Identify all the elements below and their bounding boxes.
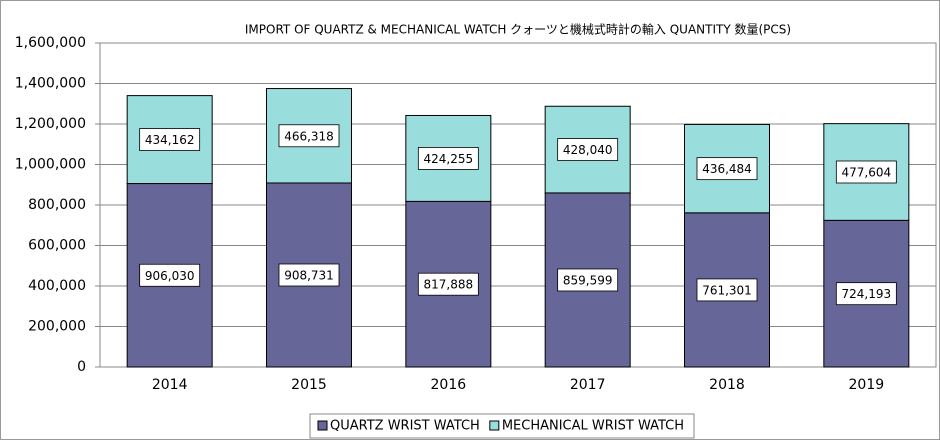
data-label-box [557,138,619,161]
data-label: 906,030 [145,269,195,283]
chart-title: IMPORT OF QUARTZ & MECHANICAL WATCH クォーツ… [245,22,791,37]
data-label: 466,318 [284,129,334,143]
legend-label: MECHANICAL WRIST WATCH [502,419,684,434]
data-label-box [139,263,201,287]
y-tick-label: 200,000 [28,319,86,335]
data-label: 724,193 [842,287,892,301]
data-label: 436,484 [702,162,752,176]
legend-swatch [317,420,328,431]
x-tick-label: 2014 [152,377,188,393]
data-label-box [417,147,479,170]
data-label: 424,255 [424,152,474,166]
data-label: 477,604 [842,165,892,179]
data-label-box [835,282,897,306]
x-tick-label: 2019 [849,377,885,393]
y-tick-label: 1,200,000 [15,116,86,132]
legend: QUARTZ WRIST WATCH MECHANICAL WRIST WATCH [309,413,695,439]
data-label-box [835,160,897,184]
y-tick-label: 1,600,000 [15,35,86,51]
x-tick-label: 2016 [431,377,467,393]
data-label: 761,301 [702,283,752,297]
data-label: 428,040 [563,143,613,157]
y-tick-label: 600,000 [28,238,86,254]
legend-label: QUARTZ WRIST WATCH [330,419,480,434]
y-tick-label: 800,000 [28,197,86,213]
data-label-box [696,278,758,302]
y-tick-label: 400,000 [28,278,86,294]
data-label: 817,888 [424,278,474,292]
data-label-box [557,268,619,292]
y-tick-label: 1,400,000 [15,76,86,92]
y-tick-label: 1,000,000 [15,157,86,173]
x-tick-label: 2015 [291,377,327,393]
data-label-box [139,128,201,151]
data-label: 908,731 [284,268,334,282]
data-label-box [278,124,340,148]
y-tick-label: 0 [77,359,86,375]
data-label: 859,599 [563,273,613,287]
data-label-box [278,263,340,287]
legend-swatch [489,420,500,431]
x-tick-label: 2018 [709,377,745,393]
data-label-box [417,272,479,296]
data-label: 434,162 [145,133,195,147]
x-tick-label: 2017 [570,377,606,393]
legend-box [309,413,695,439]
data-label-box [696,157,758,181]
